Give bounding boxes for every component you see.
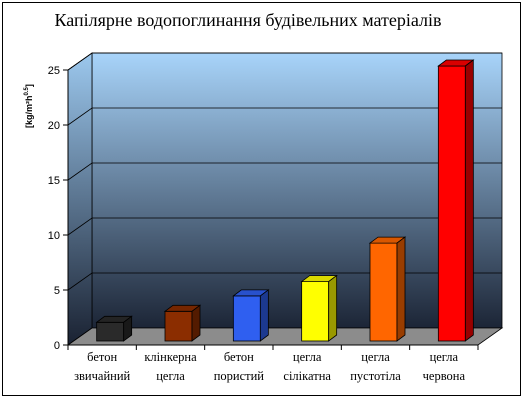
x-tick-label: цегла <box>430 350 459 364</box>
gridline <box>67 162 502 181</box>
gridline <box>67 217 502 236</box>
plot-side-wall <box>67 52 93 346</box>
x-tick-label: червона <box>423 369 466 383</box>
y-tick-label: 0 <box>54 340 60 352</box>
bar <box>96 321 125 342</box>
x-tick-label: цегла <box>156 369 185 383</box>
plot-floor <box>66 327 504 346</box>
bar-side <box>396 236 406 342</box>
y-tick-label: 15 <box>48 175 60 187</box>
gridline <box>67 52 502 71</box>
x-tick-label: пористий <box>214 369 265 383</box>
bar-side <box>328 274 338 342</box>
chart-title: Капілярне водопоглинання будівельних мат… <box>54 10 442 30</box>
x-tick-label: бетон <box>224 350 254 364</box>
y-tick-label: 10 <box>48 230 60 242</box>
bar-side <box>191 304 201 342</box>
bar-side <box>123 315 133 342</box>
bar <box>437 65 466 342</box>
x-tick-label: звичайний <box>74 369 130 383</box>
x-tick-label: цегла <box>361 350 390 364</box>
bar <box>232 295 261 342</box>
x-tick-label: сілікатна <box>283 369 331 383</box>
y-tick-label: 20 <box>48 120 60 132</box>
x-tick-label: бетон <box>87 350 117 364</box>
gridline <box>67 107 502 126</box>
bar <box>164 310 193 342</box>
bar <box>301 281 330 342</box>
x-tick-label: пустотіла <box>350 369 401 383</box>
bar-side <box>259 289 269 342</box>
bar-side <box>464 59 474 342</box>
bar <box>369 242 398 342</box>
y-tick-label: 5 <box>54 285 60 297</box>
y-tick-label: 25 <box>48 65 60 77</box>
x-tick-label: клінкерна <box>144 350 197 364</box>
gridline <box>67 272 502 291</box>
plot-back-wall <box>91 52 503 329</box>
x-tick-label: цегла <box>293 350 322 364</box>
